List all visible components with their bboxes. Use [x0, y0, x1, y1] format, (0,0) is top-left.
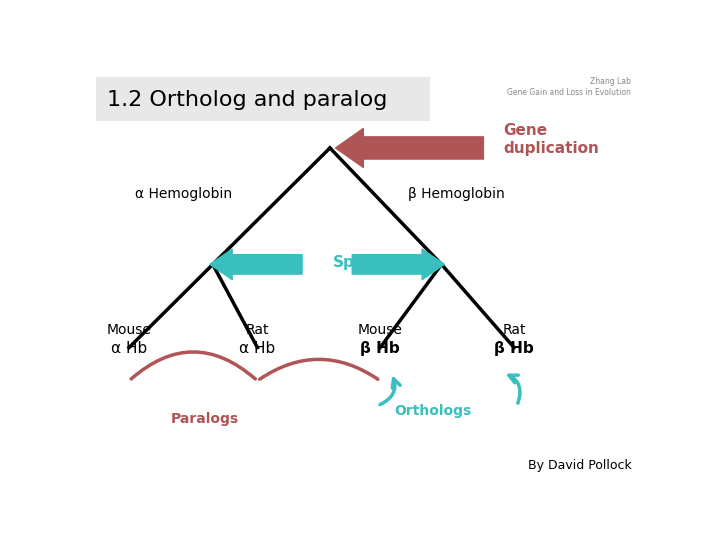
- Text: α Hb: α Hb: [111, 341, 147, 356]
- Text: β Hemoglobin: β Hemoglobin: [408, 187, 505, 201]
- Text: Orthologs: Orthologs: [394, 404, 472, 417]
- Text: α Hemoglobin: α Hemoglobin: [135, 187, 232, 201]
- FancyArrowPatch shape: [352, 249, 444, 280]
- FancyArrowPatch shape: [210, 249, 302, 280]
- Text: Zhang Lab
Gene Gain and Loss in Evolution: Zhang Lab Gene Gain and Loss in Evolutio…: [508, 77, 631, 97]
- Text: 1.2 Ortholog and paralog: 1.2 Ortholog and paralog: [107, 90, 387, 110]
- Text: Rat: Rat: [246, 323, 269, 337]
- Text: Gene
duplication: Gene duplication: [503, 124, 599, 156]
- Text: Speciation: Speciation: [333, 255, 423, 270]
- Text: Paralogs: Paralogs: [171, 412, 238, 426]
- Text: Mouse: Mouse: [358, 323, 402, 337]
- Text: α Hb: α Hb: [239, 341, 276, 356]
- Text: By David Pollock: By David Pollock: [528, 460, 631, 472]
- Text: β Hb: β Hb: [494, 341, 534, 356]
- FancyArrowPatch shape: [336, 129, 483, 167]
- Text: β Hb: β Hb: [360, 341, 400, 356]
- FancyBboxPatch shape: [96, 77, 431, 121]
- Text: Rat: Rat: [503, 323, 526, 337]
- Text: Mouse: Mouse: [107, 323, 151, 337]
